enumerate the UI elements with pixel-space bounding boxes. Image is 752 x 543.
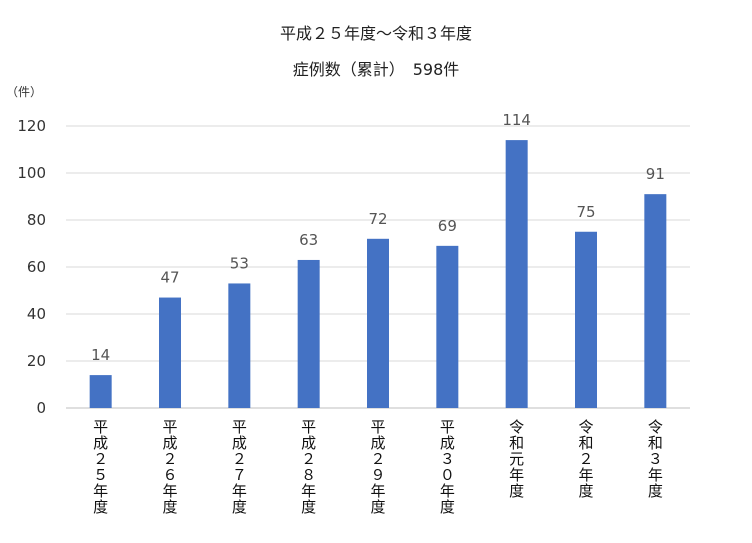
data-labels: 14 47 53 63 72 69 114 75 91 xyxy=(91,111,665,364)
data-label: 114 xyxy=(502,111,531,129)
bar xyxy=(575,231,597,408)
data-label: 72 xyxy=(368,210,387,228)
x-category-label: 平成２８年度 xyxy=(301,418,316,516)
x-category-label: 平成２７年度 xyxy=(232,418,247,516)
bars xyxy=(89,140,667,408)
bar xyxy=(159,297,181,408)
x-category-label: 平成３０年度 xyxy=(440,418,455,516)
x-category-label: 令和２年度 xyxy=(578,418,593,500)
x-axis-categories: 平成２５年度 平成２６年度 平成２７年度 平成２８年度 平成２９年度 平成３０年度 令和元年… xyxy=(93,418,663,516)
bar xyxy=(505,140,528,408)
bar xyxy=(367,238,389,408)
y-axis-unit-label: （件） xyxy=(6,85,42,99)
y-tick-label: 80 xyxy=(27,211,46,229)
y-tick-label: 120 xyxy=(17,117,46,135)
data-label: 91 xyxy=(646,165,665,183)
bar xyxy=(436,245,459,408)
x-category-label: 平成２５年度 xyxy=(93,418,108,516)
data-label: 53 xyxy=(230,254,249,272)
data-label: 63 xyxy=(299,231,318,249)
data-label: 14 xyxy=(91,346,110,364)
y-axis-ticks: 0 20 40 60 80 100 120 xyxy=(17,117,46,417)
y-tick-label: 0 xyxy=(36,399,46,417)
y-tick-label: 60 xyxy=(27,258,46,276)
x-category-label: 平成２９年度 xyxy=(370,418,385,516)
chart-subtitle: 症例数（累計） 598件 xyxy=(293,60,460,79)
bar xyxy=(228,283,251,408)
x-category-label: 令和元年度 xyxy=(509,418,524,500)
x-category-label: 令和３年度 xyxy=(648,418,663,500)
data-label: 75 xyxy=(576,203,595,221)
bar xyxy=(89,375,112,408)
data-label: 69 xyxy=(438,217,457,235)
bar xyxy=(644,194,667,408)
y-tick-label: 40 xyxy=(27,305,46,323)
chart-title: 平成２５年度～令和３年度 xyxy=(280,24,472,43)
x-category-label: 平成２６年度 xyxy=(162,418,177,516)
bar xyxy=(297,259,320,408)
y-tick-label: 100 xyxy=(17,164,46,182)
data-label: 47 xyxy=(160,269,179,287)
y-tick-label: 20 xyxy=(27,352,46,370)
